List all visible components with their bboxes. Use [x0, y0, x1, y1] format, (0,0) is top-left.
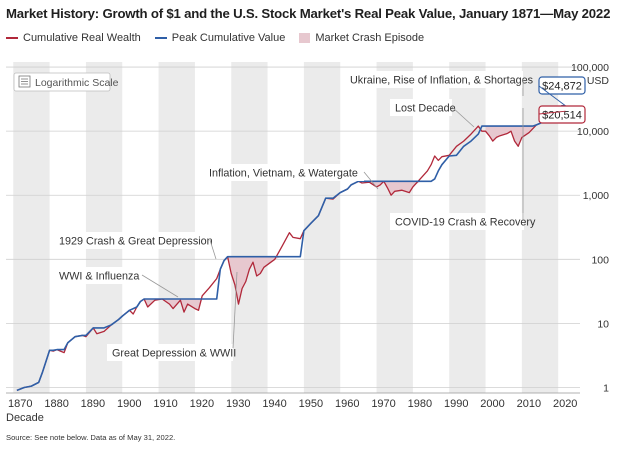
legend-item-crash: Market Crash Episode [299, 32, 424, 44]
annotation-box [390, 213, 524, 230]
data-label-peak: $24,872 [538, 76, 586, 107]
annotation: COVID-19 Crash & Recovery [390, 108, 536, 230]
legend-label-crash: Market Crash Episode [315, 32, 425, 44]
x-tick-label: 1960 [335, 398, 359, 410]
decade-band [158, 62, 195, 393]
legend-swatch-cumulative [6, 37, 18, 39]
x-tick-label: 2000 [480, 398, 504, 410]
annotation-label: Lost Decade [395, 103, 456, 115]
x-tick-label: 1940 [262, 398, 286, 410]
legend-item-cumulative: Cumulative Real Wealth [6, 32, 141, 44]
legend-label-peak: Peak Cumulative Value [171, 32, 286, 44]
legend-swatch-peak [154, 37, 167, 39]
chart-title: Market History: Growth of $1 and the U.S… [6, 6, 611, 21]
annotation: Ukraine, Rise of Inflation, & Shortages [345, 71, 534, 96]
x-tick-label: 1870 [8, 398, 32, 410]
annotation: 1929 Crash & Great Depression [54, 232, 217, 260]
data-label-peak-text: $24,872 [542, 81, 582, 93]
annotation-box [107, 344, 233, 361]
annotation: Great Depression & WWII [107, 271, 238, 361]
annotation-box [54, 232, 210, 249]
annotation-connector [209, 239, 217, 260]
decade-band [85, 62, 123, 393]
annotation-label: 1929 Crash & Great Depression [59, 236, 213, 248]
data-label-cumulative: $20,514 [538, 105, 586, 124]
annotation-connector [141, 274, 179, 298]
log-scale-button-label: Logarithmic Scale [35, 77, 119, 89]
y-tick-label: 100,000 [571, 62, 609, 74]
annotation-box [390, 99, 452, 116]
y-tick-label: 1 [603, 382, 609, 394]
crash-episode-area [485, 126, 533, 147]
data-label-cumulative-leader [538, 110, 566, 115]
annotation-connector [451, 106, 475, 128]
annotation-label: Inflation, Vietnam, & Watergate [209, 168, 358, 180]
x-tick-label: 1910 [153, 398, 177, 410]
decade-band [303, 62, 341, 393]
legend-swatch-crash [299, 33, 311, 43]
y-tick-label: 10 [597, 318, 609, 330]
x-tick-label: 1990 [444, 398, 468, 410]
annotation-box [54, 267, 142, 284]
annotation-label: Great Depression & WWII [112, 348, 236, 360]
data-label-peak-box [538, 76, 586, 95]
x-tick-label: 1930 [226, 398, 250, 410]
data-label-cumulative-box [538, 105, 586, 124]
legend-label-cumulative: Cumulative Real Wealth [23, 32, 141, 44]
legend-item-peak: Peak Cumulative Value [154, 32, 286, 44]
x-tick-label: 1980 [408, 398, 432, 410]
annotation-connector [232, 271, 238, 349]
decade-band [13, 62, 50, 393]
log-scale-button[interactable]: Logarithmic Scale [13, 72, 119, 92]
x-tick-label: 1920 [190, 398, 214, 410]
annotation-box [204, 164, 364, 181]
x-tick-label: 1970 [371, 398, 395, 410]
annotation-label: COVID-19 Crash & Recovery [395, 217, 536, 229]
annotation-label: WWI & Influenza [59, 271, 139, 283]
x-tick-label: 2010 [517, 398, 541, 410]
decade-band [231, 62, 268, 393]
chart-legend: Cumulative Real Wealth Peak Cumulative V… [6, 32, 438, 44]
source-note: Source: See note below. Data as of May 3… [6, 433, 176, 442]
y-tick-label: 100 [591, 254, 609, 266]
peak-cumulative-value-line [16, 105, 566, 392]
x-tick-label: 1880 [44, 398, 68, 410]
annotation-connector [363, 171, 379, 190]
x-tick-label: 1900 [117, 398, 141, 410]
y-tick-label: 1,000 [583, 190, 609, 202]
annotation: Inflation, Vietnam, & Watergate [204, 164, 379, 190]
log-scale-button-frame [13, 72, 111, 92]
annotation: Lost Decade [390, 99, 475, 128]
data-label-peak-leader [538, 85, 566, 107]
annotation-box [345, 71, 523, 88]
y-tick-label: 10,000 [577, 126, 609, 138]
crash-episode-area [227, 256, 301, 305]
x-axis-label: Decade [6, 412, 44, 424]
x-tick-label: 1950 [299, 398, 323, 410]
x-tick-label: 1890 [81, 398, 105, 410]
y-axis-unit: USD [587, 75, 610, 87]
annotation-label: Ukraine, Rise of Inflation, & Shortages [350, 75, 534, 87]
annotation: WWI & Influenza [54, 267, 179, 298]
x-tick-label: 2020 [553, 398, 577, 410]
list-icon-frame [18, 75, 31, 88]
list-icon [18, 75, 31, 88]
